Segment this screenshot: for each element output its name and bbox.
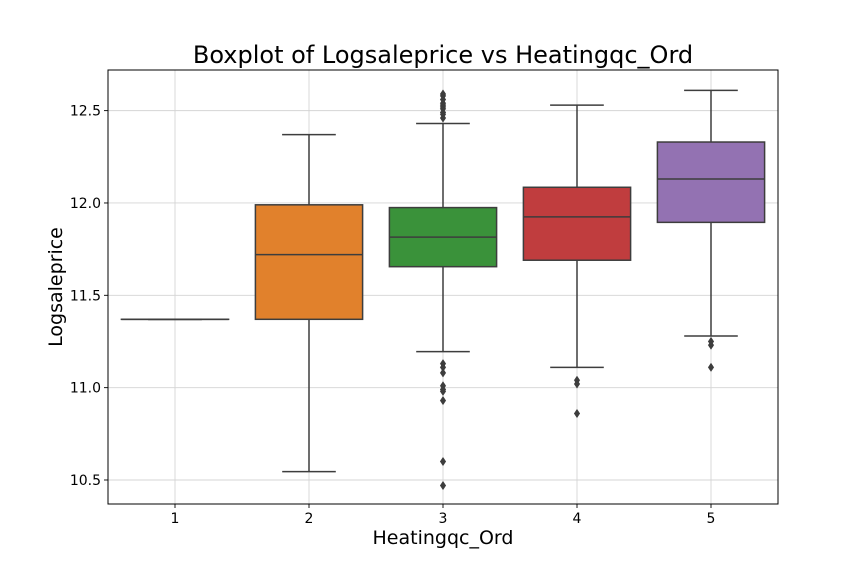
box-iqr xyxy=(254,204,364,321)
x-axis-ticks: 1 2 3 4 5 xyxy=(171,504,716,527)
outlier-point xyxy=(439,480,447,491)
y-tick-label: 12.5 xyxy=(70,104,101,120)
chart-title: Boxplot of Logsaleprice vs Heatingqc_Ord xyxy=(193,41,693,69)
y-tick-label: 10.5 xyxy=(70,473,101,489)
outlier-point xyxy=(573,408,581,419)
box-iqr xyxy=(656,141,766,224)
box-group-5 xyxy=(656,89,766,372)
box-group-3 xyxy=(388,89,498,491)
outlier-point xyxy=(707,362,715,372)
box-group-2 xyxy=(254,133,364,473)
outlier-point xyxy=(439,456,447,467)
x-tick-label: 3 xyxy=(439,511,448,527)
outlier-point xyxy=(573,379,581,389)
outlier-point xyxy=(707,340,715,350)
box-group-4 xyxy=(522,104,632,419)
y-tick-label: 12.0 xyxy=(70,196,101,212)
outlier-point xyxy=(439,368,447,378)
x-axis-label: Heatingqc_Ord xyxy=(373,527,514,549)
x-tick-label: 1 xyxy=(171,511,180,527)
outlier-point xyxy=(439,386,447,396)
y-axis-ticks: 10.5 11.0 11.5 12.0 12.5 xyxy=(70,104,108,489)
boxes xyxy=(120,89,766,491)
outlier-point xyxy=(439,395,447,406)
y-tick-label: 11.0 xyxy=(70,381,101,397)
box-iqr xyxy=(522,186,632,261)
x-tick-label: 4 xyxy=(573,511,582,527)
outlier-point xyxy=(439,89,447,99)
x-tick-label: 5 xyxy=(707,511,716,527)
x-tick-label: 2 xyxy=(305,511,314,527)
y-tick-label: 11.5 xyxy=(70,288,101,304)
y-axis-label: Logsaleprice xyxy=(45,227,67,347)
